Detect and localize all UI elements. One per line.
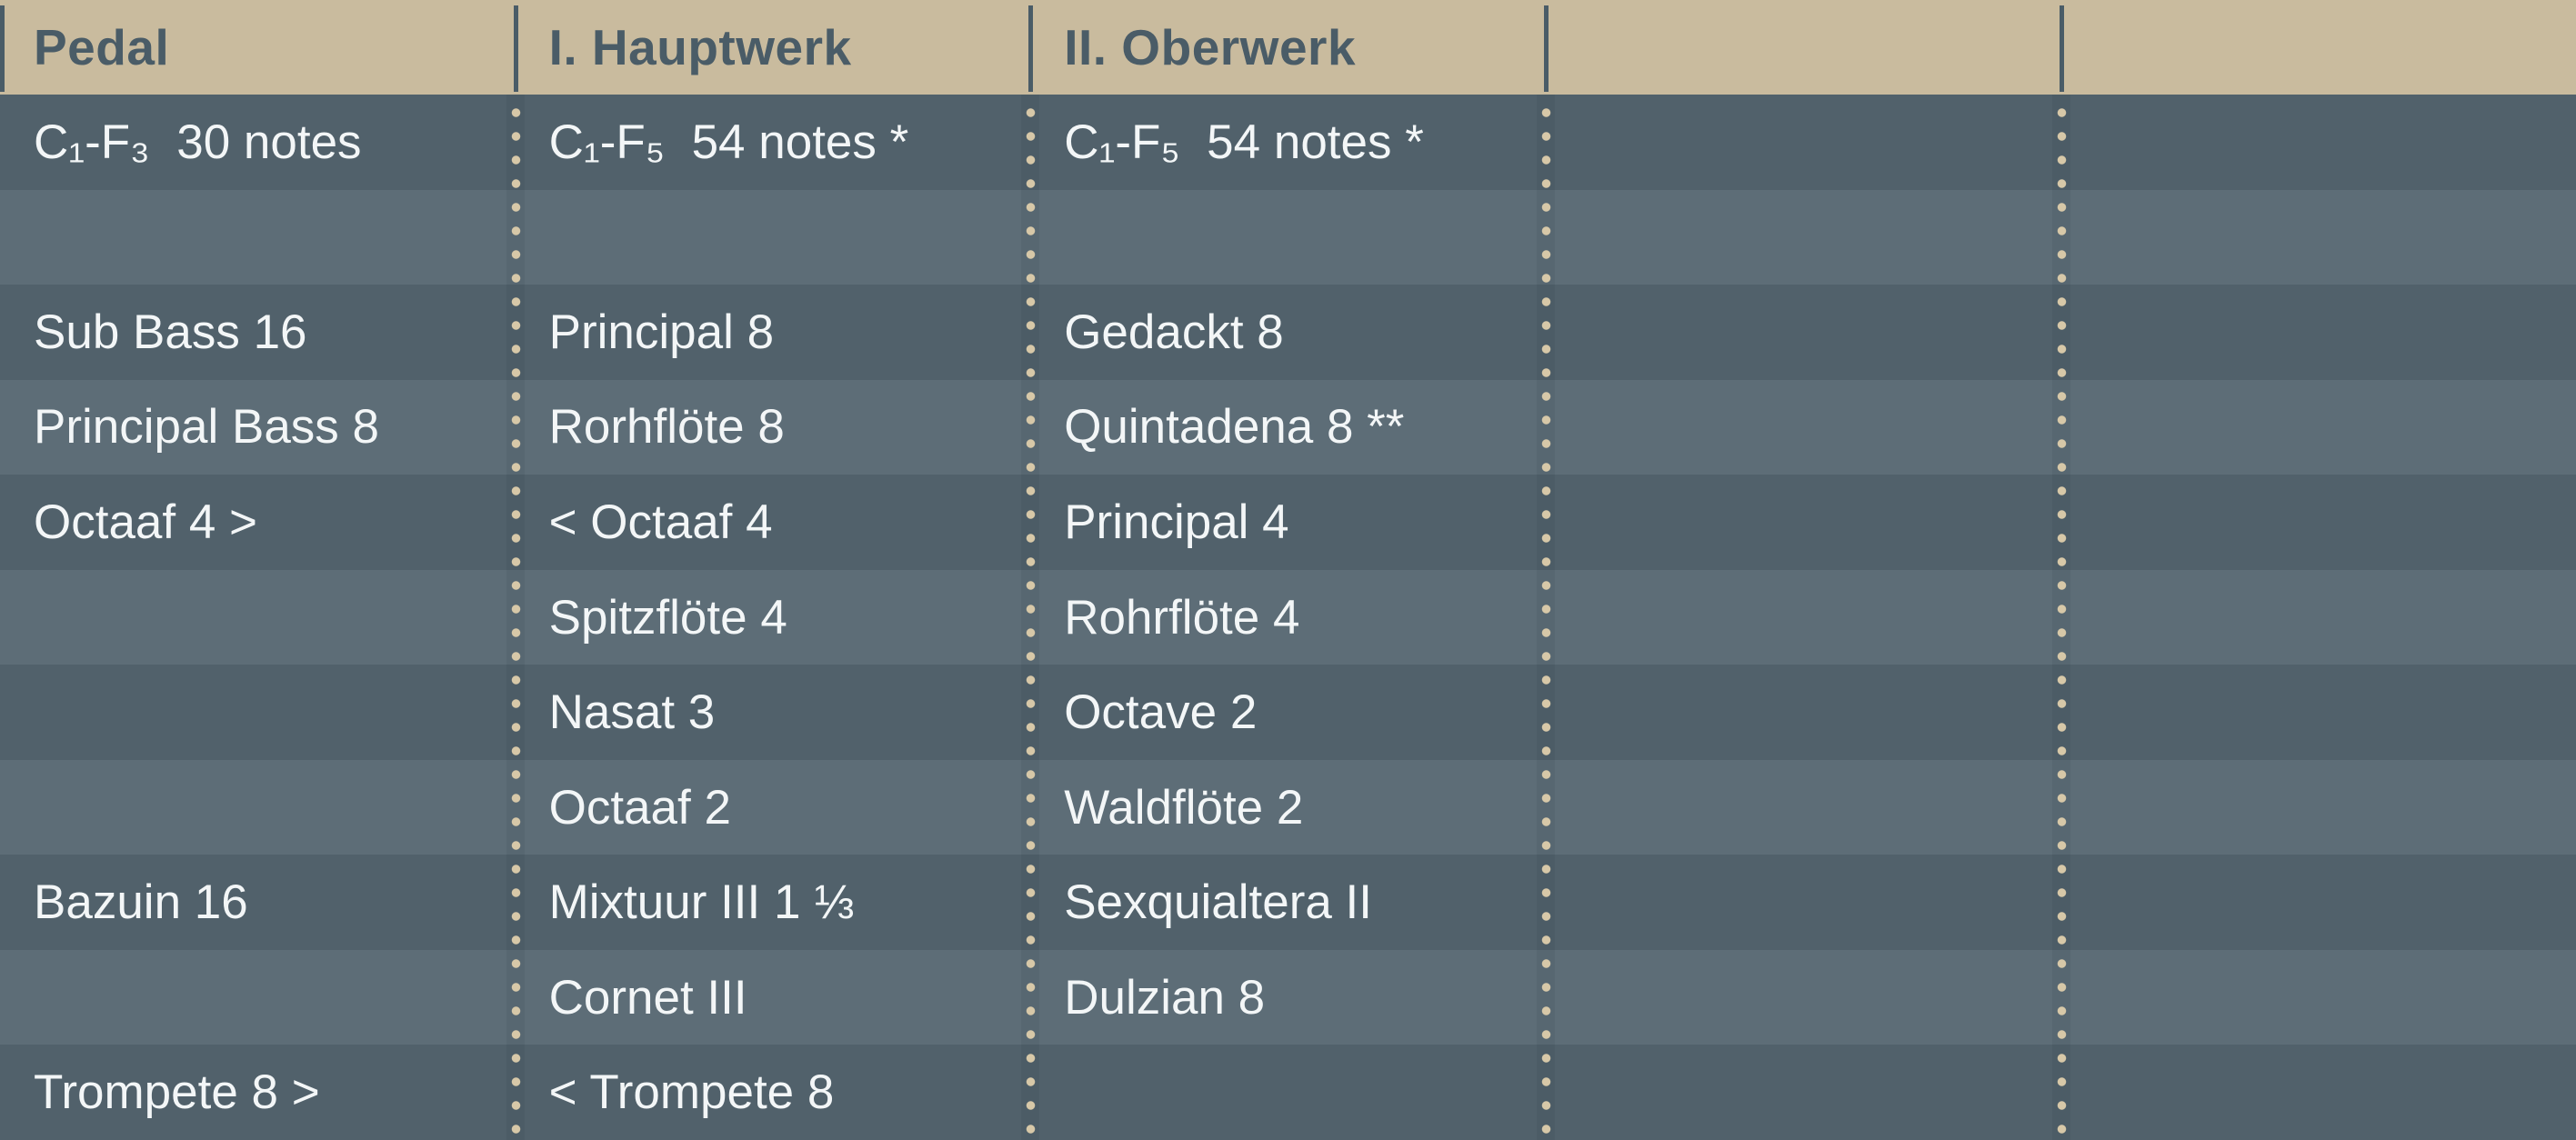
table-cell: Principal Bass 8 — [34, 400, 380, 455]
table-cell: Octaaf 4 > — [34, 495, 258, 549]
table-cell: Cornet III — [548, 970, 747, 1025]
table-cell — [1546, 570, 2061, 665]
header-separator-line — [2059, 5, 2064, 92]
table-cell — [1546, 1045, 2061, 1140]
table-cell: Nasat 3 — [548, 685, 716, 740]
column-header-pedal: Pedal — [34, 19, 170, 75]
dotted-column-separator — [510, 95, 521, 1140]
table-cell — [2060, 950, 2576, 1045]
table-cell — [1546, 380, 2061, 475]
table-cell: Bazuin 16 — [34, 875, 248, 930]
table-row: Octaaf 2 Waldflöte 2 — [0, 759, 2576, 855]
table-cell — [0, 950, 516, 1045]
table-cell — [1546, 285, 2061, 380]
column-header-oberwerk: II. Oberwerk — [1064, 19, 1357, 75]
table-row — [0, 189, 2576, 285]
table-body: C₁-F₃ 30 notes C₁-F₅ 54 notes * C₁-F₅ 54… — [0, 95, 2576, 1140]
table-cell: Principal 4 — [1064, 495, 1289, 549]
column-header-empty-2 — [2060, 0, 2576, 95]
table-row: Sub Bass 16 Principal 8 Gedackt 8 — [0, 285, 2576, 380]
column-header-empty-1 — [1546, 0, 2061, 95]
table-cell: Octaaf 2 — [548, 780, 731, 835]
table-cell: C₁-F₅ 54 notes * — [548, 115, 909, 169]
table-cell — [1030, 190, 1546, 285]
header-separator-line — [1543, 5, 1549, 92]
table-cell — [2060, 665, 2576, 760]
table-cell: Quintadena 8 ** — [1064, 400, 1405, 455]
header-separator-line — [513, 5, 518, 92]
table-cell: Waldflöte 2 — [1064, 780, 1304, 835]
table-cell: Octave 2 — [1064, 685, 1258, 740]
table-cell — [2060, 380, 2576, 475]
table-cell — [2060, 95, 2576, 190]
table-header-row: Pedal I. Hauptwerk II. Oberwerk — [0, 0, 2576, 95]
table-cell — [1546, 190, 2061, 285]
header-separator-line — [0, 5, 5, 92]
table-cell: Spitzflöte 4 — [548, 590, 787, 645]
dotted-column-separator — [2056, 95, 2067, 1140]
table-cell: Gedackt 8 — [1064, 305, 1284, 359]
table-row: C₁-F₃ 30 notes C₁-F₅ 54 notes * C₁-F₅ 54… — [0, 95, 2576, 190]
table-cell: Trompete 8 > — [34, 1065, 320, 1120]
table-cell: Rohrflöte 4 — [1064, 590, 1300, 645]
table-row: Bazuin 16 Mixtuur III 1 ⅓ Sexquialtera I… — [0, 855, 2576, 950]
dotted-column-separator — [1026, 95, 1036, 1140]
table-cell — [2060, 855, 2576, 950]
table-cell — [2060, 760, 2576, 855]
table-cell — [1546, 760, 2061, 855]
table-cell — [2060, 285, 2576, 380]
table-cell — [0, 190, 516, 285]
table-cell: C₁-F₃ 30 notes — [34, 115, 362, 169]
table-cell — [1546, 855, 2061, 950]
table-row: Principal Bass 8 Rorhflöte 8 Quintadena … — [0, 379, 2576, 475]
table-cell — [2060, 1045, 2576, 1140]
column-header-hauptwerk: I. Hauptwerk — [548, 19, 852, 75]
table-cell: Sexquialtera II — [1064, 875, 1372, 930]
table-cell — [2060, 475, 2576, 570]
table-cell: Rorhflöte 8 — [548, 400, 785, 455]
table-cell — [0, 760, 516, 855]
table-cell — [2060, 190, 2576, 285]
table-row: Trompete 8 > < Trompete 8 — [0, 1045, 2576, 1140]
table-cell: Sub Bass 16 — [34, 305, 307, 359]
table-cell — [2060, 570, 2576, 665]
table-cell: Mixtuur III 1 ⅓ — [548, 875, 855, 930]
table-cell — [0, 665, 516, 760]
table-row: Octaaf 4 > < Octaaf 4 Principal 4 — [0, 475, 2576, 570]
dotted-column-separator — [1540, 95, 1551, 1140]
table-cell: < Trompete 8 — [548, 1065, 835, 1120]
table-cell — [1546, 950, 2061, 1045]
table-cell — [516, 190, 1031, 285]
table-cell — [1030, 1045, 1546, 1140]
table-cell: C₁-F₅ 54 notes * — [1064, 115, 1424, 169]
table-cell: < Octaaf 4 — [548, 495, 773, 549]
header-separator-line — [1028, 5, 1033, 92]
table-cell — [1546, 665, 2061, 760]
table-cell — [1546, 95, 2061, 190]
table-cell: Dulzian 8 — [1064, 970, 1266, 1025]
table-cell: Principal 8 — [548, 305, 775, 359]
table-row: Nasat 3 Octave 2 — [0, 665, 2576, 760]
table-row: Spitzflöte 4 Rohrflöte 4 — [0, 569, 2576, 665]
table-row: Cornet III Dulzian 8 — [0, 949, 2576, 1045]
table-cell — [1546, 475, 2061, 570]
table-cell — [0, 570, 516, 665]
